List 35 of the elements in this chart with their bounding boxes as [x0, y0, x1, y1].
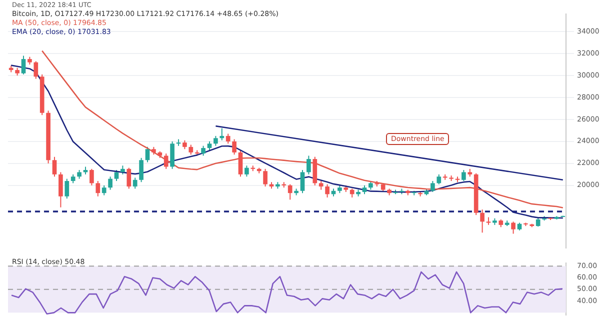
- candlestick: [430, 180, 435, 192]
- candlestick: [58, 172, 63, 208]
- candlestick: [238, 150, 243, 178]
- candlestick: [96, 180, 100, 197]
- candlestick: [132, 177, 138, 190]
- candlestick: [201, 145, 206, 156]
- candlestick: [108, 176, 112, 190]
- candlestick: [226, 133, 230, 144]
- candlestick: [64, 178, 70, 200]
- candlestick: [90, 168, 94, 186]
- candlestick: [214, 135, 218, 146]
- candlestick: [21, 55, 26, 75]
- candlestick: [306, 155, 311, 175]
- candlestick: [164, 153, 168, 170]
- candlestick: [511, 221, 516, 234]
- candlestick: [436, 174, 442, 185]
- candlestick: [480, 209, 484, 234]
- candlestick: [34, 60, 38, 80]
- candlestick: [145, 146, 150, 163]
- candlestick: [232, 138, 236, 156]
- candlestick: [300, 170, 305, 194]
- candlestick: [170, 140, 174, 170]
- candlestick: [220, 128, 224, 141]
- candlestick: [462, 170, 466, 182]
- candlestick: [244, 165, 249, 178]
- candlestick: [536, 216, 540, 228]
- candlestick: [114, 170, 119, 182]
- candlestick: [288, 184, 292, 200]
- candlestick: [139, 157, 144, 183]
- candlestick: [102, 184, 106, 196]
- candlestick: [325, 184, 330, 198]
- candlestick: [52, 156, 57, 178]
- candlestick: [126, 167, 132, 190]
- candlestick: [263, 168, 268, 187]
- candlestick: [188, 144, 194, 156]
